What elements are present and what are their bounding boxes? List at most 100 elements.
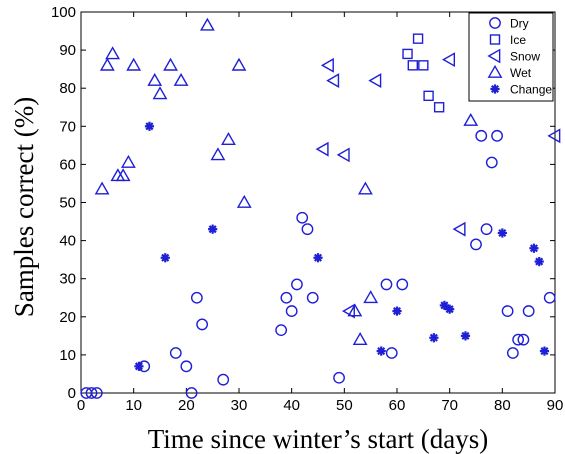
point-wet [199,17,215,31]
point-wet [94,181,110,195]
point-dry [301,223,314,236]
point-ice [418,60,429,71]
point-wet [152,86,168,100]
x-tick-label: 10 [125,397,142,414]
point-change [534,256,544,267]
x-tick-label: 70 [441,397,458,414]
point-dry [543,291,556,304]
point-dry [512,333,525,346]
point-dry [501,305,514,317]
legend-marker-snow [487,48,501,64]
legend-item-ice: Ice [489,33,526,47]
x-tick-label: 0 [77,397,85,414]
series-ice [402,33,445,113]
point-wet [105,46,121,60]
point-dry [190,291,203,304]
point-snow [320,57,334,73]
point-change [144,121,155,131]
point-dry [280,291,293,304]
point-ice [407,60,418,71]
point-dry [196,318,209,331]
point-wet [236,194,252,208]
point-snow [547,128,561,144]
point-dry [217,373,230,386]
legend-label: Snow [510,50,540,64]
legend-box [468,12,554,102]
point-dry [380,278,393,291]
point-change [208,224,218,234]
series-change [134,121,550,371]
y-tick-label: 40 [59,233,76,250]
point-wet [357,181,373,195]
point-dry [475,129,488,142]
x-tick-label: 20 [178,397,195,414]
y-axis-title: Samples correct (%) [9,97,39,317]
point-dry [85,387,98,399]
point-change [445,304,455,314]
point-ice [423,90,434,102]
point-dry [180,360,193,373]
point-snow [326,73,340,88]
point-dry [485,156,498,169]
point-change [497,228,507,238]
point-wet [221,132,236,145]
y-tick-label: 70 [59,118,76,135]
point-change [429,333,439,343]
y-tick-label: 60 [59,156,76,173]
x-tick-label: 40 [283,397,300,414]
point-wet [463,112,479,126]
point-wet [173,72,189,86]
x-tick-label: 80 [494,397,511,414]
data-points [80,17,561,399]
point-dry [275,324,288,337]
series-wet [94,17,479,346]
y-tick-label: 90 [59,42,76,59]
point-dry [517,333,530,346]
point-change [134,361,144,371]
axis-ticks: 0 10 20 30 40 50 60 70 80 90 0 10 20 30 40 50 60 70 80 90 10… [51,4,563,414]
point-dry [185,387,198,399]
point-change [160,253,170,263]
point-wet [163,57,178,71]
point-dry [480,223,493,236]
point-dry [169,347,182,359]
legend-marker-wet [487,64,503,78]
legend-item-snow: Snow [487,48,540,64]
point-wet [352,332,368,346]
point-dry [306,291,319,304]
point-ice [433,102,445,113]
legend-marker-dry [489,17,501,29]
point-snow [442,52,456,68]
legend-marker-change [490,84,500,94]
legend: Dry Ice Snow Wet Change [468,12,554,102]
point-dry [291,278,303,291]
series-dry [80,129,556,399]
point-ice [402,48,413,60]
x-tick-label: 90 [547,397,564,414]
point-change [460,331,471,341]
point-dry [385,347,398,359]
point-wet [363,290,379,304]
point-dry [506,347,519,359]
y-tick-label: 10 [59,347,76,364]
point-dry [396,278,409,291]
y-tick-label: 0 [68,385,76,402]
point-wet [210,147,226,161]
point-dry [285,305,298,317]
legend-item-change: Change [490,83,552,97]
point-dry [333,371,345,384]
series-snow [315,52,561,319]
point-wet [126,57,142,71]
point-dry [491,129,503,142]
y-tick-label: 100 [51,4,76,21]
legend-label: Change [510,83,552,97]
legend-label: Wet [510,66,532,80]
point-change [313,253,323,263]
point-dry [522,305,535,317]
point-wet [120,154,136,168]
legend-marker-ice [489,34,501,45]
point-wet [147,72,163,86]
y-tick-label: 20 [59,309,76,326]
legend-label: Ice [510,33,526,47]
